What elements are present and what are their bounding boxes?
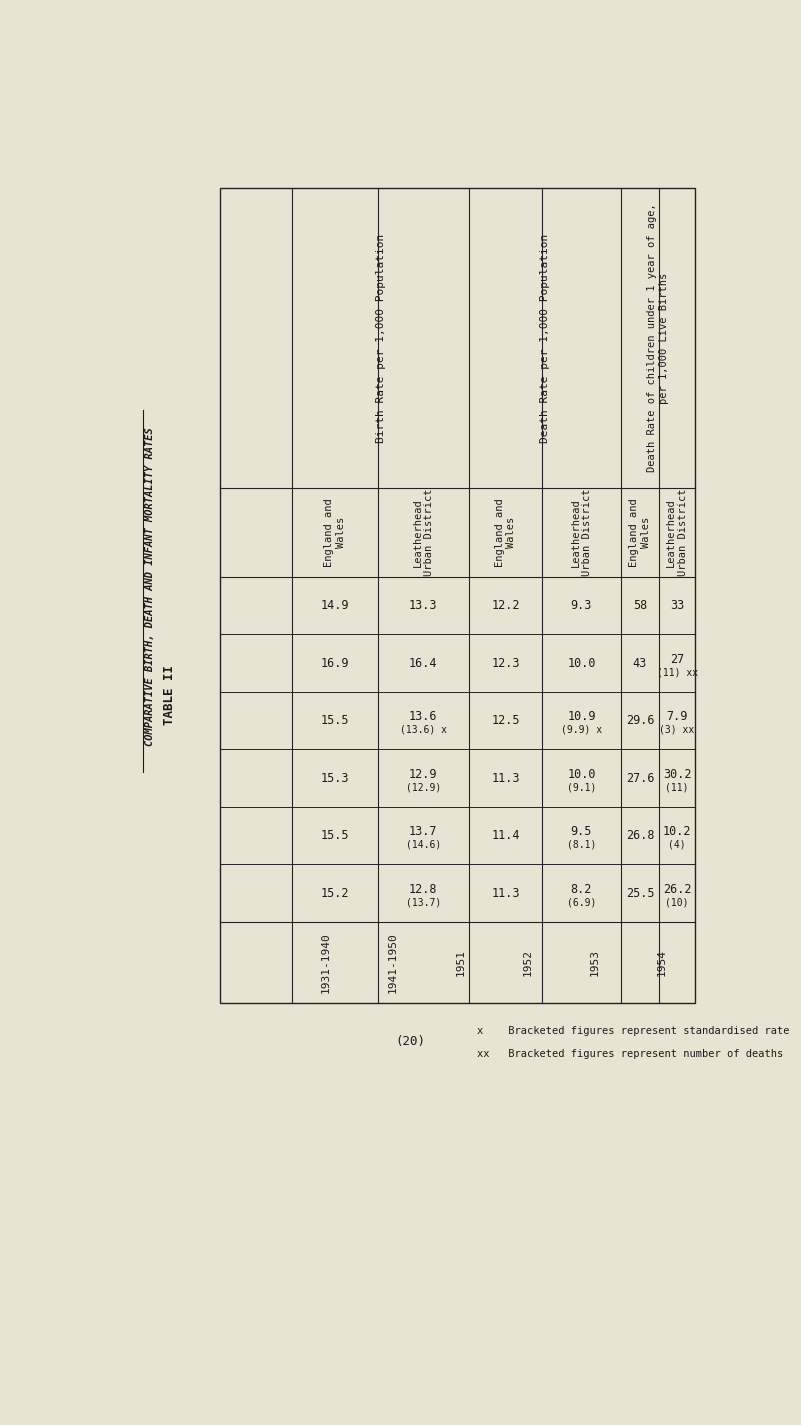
Text: 33: 33 xyxy=(670,598,684,611)
Text: (9.9) x: (9.9) x xyxy=(561,725,602,735)
Text: (13.6) x: (13.6) x xyxy=(400,725,447,735)
Text: 11.4: 11.4 xyxy=(491,829,520,842)
Text: England and
Wales: England and Wales xyxy=(324,499,346,567)
Text: 12.2: 12.2 xyxy=(491,598,520,611)
Text: (11) xx: (11) xx xyxy=(657,667,698,677)
Text: Leatherhead
Urban District: Leatherhead Urban District xyxy=(413,489,434,576)
Text: 10.0: 10.0 xyxy=(567,768,596,781)
Text: England and
Wales: England and Wales xyxy=(629,499,650,567)
Text: (6.9): (6.9) xyxy=(567,898,596,908)
Text: 15.3: 15.3 xyxy=(320,771,349,785)
Text: (9.1): (9.1) xyxy=(567,782,596,792)
Bar xyxy=(220,188,695,1003)
Text: 10.0: 10.0 xyxy=(567,657,596,670)
Text: 13.6: 13.6 xyxy=(409,710,437,722)
Text: (4): (4) xyxy=(668,839,686,849)
Text: (3) xx: (3) xx xyxy=(659,725,694,735)
Text: (13.7): (13.7) xyxy=(405,898,441,908)
Text: 1951: 1951 xyxy=(455,949,465,976)
Text: Death Rate of children under 1 year of age,
per 1,000 Live Births: Death Rate of children under 1 year of a… xyxy=(647,204,669,473)
Text: 1954: 1954 xyxy=(657,949,666,976)
Text: 16.4: 16.4 xyxy=(409,657,437,670)
Text: 13.7: 13.7 xyxy=(409,825,437,838)
Text: 43: 43 xyxy=(633,657,647,670)
Text: 9.3: 9.3 xyxy=(571,598,592,611)
Text: TABLE II: TABLE II xyxy=(163,664,176,724)
Text: 10.9: 10.9 xyxy=(567,710,596,722)
Text: 1952: 1952 xyxy=(522,949,533,976)
Text: 12.9: 12.9 xyxy=(409,768,437,781)
Text: Leatherhead
Urban District: Leatherhead Urban District xyxy=(570,489,592,576)
Text: 7.9: 7.9 xyxy=(666,710,688,722)
Text: Leatherhead
Urban District: Leatherhead Urban District xyxy=(666,489,688,576)
Text: (8.1): (8.1) xyxy=(567,839,596,849)
Text: 12.5: 12.5 xyxy=(491,714,520,727)
Text: 15.5: 15.5 xyxy=(320,714,349,727)
Text: (11): (11) xyxy=(666,782,689,792)
Text: (14.6): (14.6) xyxy=(405,839,441,849)
Text: (10): (10) xyxy=(666,898,689,908)
Text: 8.2: 8.2 xyxy=(571,882,592,896)
Text: 58: 58 xyxy=(633,598,647,611)
Text: 26.8: 26.8 xyxy=(626,829,654,842)
Text: 9.5: 9.5 xyxy=(571,825,592,838)
Text: 1953: 1953 xyxy=(590,949,600,976)
Text: 27: 27 xyxy=(670,653,684,665)
Text: Death Rate per 1,000 Population: Death Rate per 1,000 Population xyxy=(540,234,550,443)
Text: 26.2: 26.2 xyxy=(663,882,691,896)
Text: 15.2: 15.2 xyxy=(320,886,349,899)
Text: 12.3: 12.3 xyxy=(491,657,520,670)
Text: 14.9: 14.9 xyxy=(320,598,349,611)
Text: 29.6: 29.6 xyxy=(626,714,654,727)
Text: Birth Rate per 1,000 Population: Birth Rate per 1,000 Population xyxy=(376,234,385,443)
Text: 10.2: 10.2 xyxy=(663,825,691,838)
Text: 1931-1940: 1931-1940 xyxy=(321,932,331,993)
Text: 15.5: 15.5 xyxy=(320,829,349,842)
Text: 12.8: 12.8 xyxy=(409,882,437,896)
Text: 11.3: 11.3 xyxy=(491,886,520,899)
Text: 13.3: 13.3 xyxy=(409,598,437,611)
Text: 30.2: 30.2 xyxy=(663,768,691,781)
Text: England and
Wales: England and Wales xyxy=(495,499,517,567)
Text: 25.5: 25.5 xyxy=(626,886,654,899)
Text: xx   Bracketed figures represent number of deaths: xx Bracketed figures represent number of… xyxy=(477,1049,783,1059)
Text: 27.6: 27.6 xyxy=(626,771,654,785)
Text: 11.3: 11.3 xyxy=(491,771,520,785)
Text: (20): (20) xyxy=(395,1035,425,1047)
Text: 1941-1950: 1941-1950 xyxy=(388,932,398,993)
Text: 16.9: 16.9 xyxy=(320,657,349,670)
Text: COMPARATIVE BIRTH, DEATH AND INFANT MORTALITY RATES: COMPARATIVE BIRTH, DEATH AND INFANT MORT… xyxy=(146,428,155,747)
Text: x    Bracketed figures represent standardised rate: x Bracketed figures represent standardis… xyxy=(477,1026,789,1036)
Text: (12.9): (12.9) xyxy=(405,782,441,792)
